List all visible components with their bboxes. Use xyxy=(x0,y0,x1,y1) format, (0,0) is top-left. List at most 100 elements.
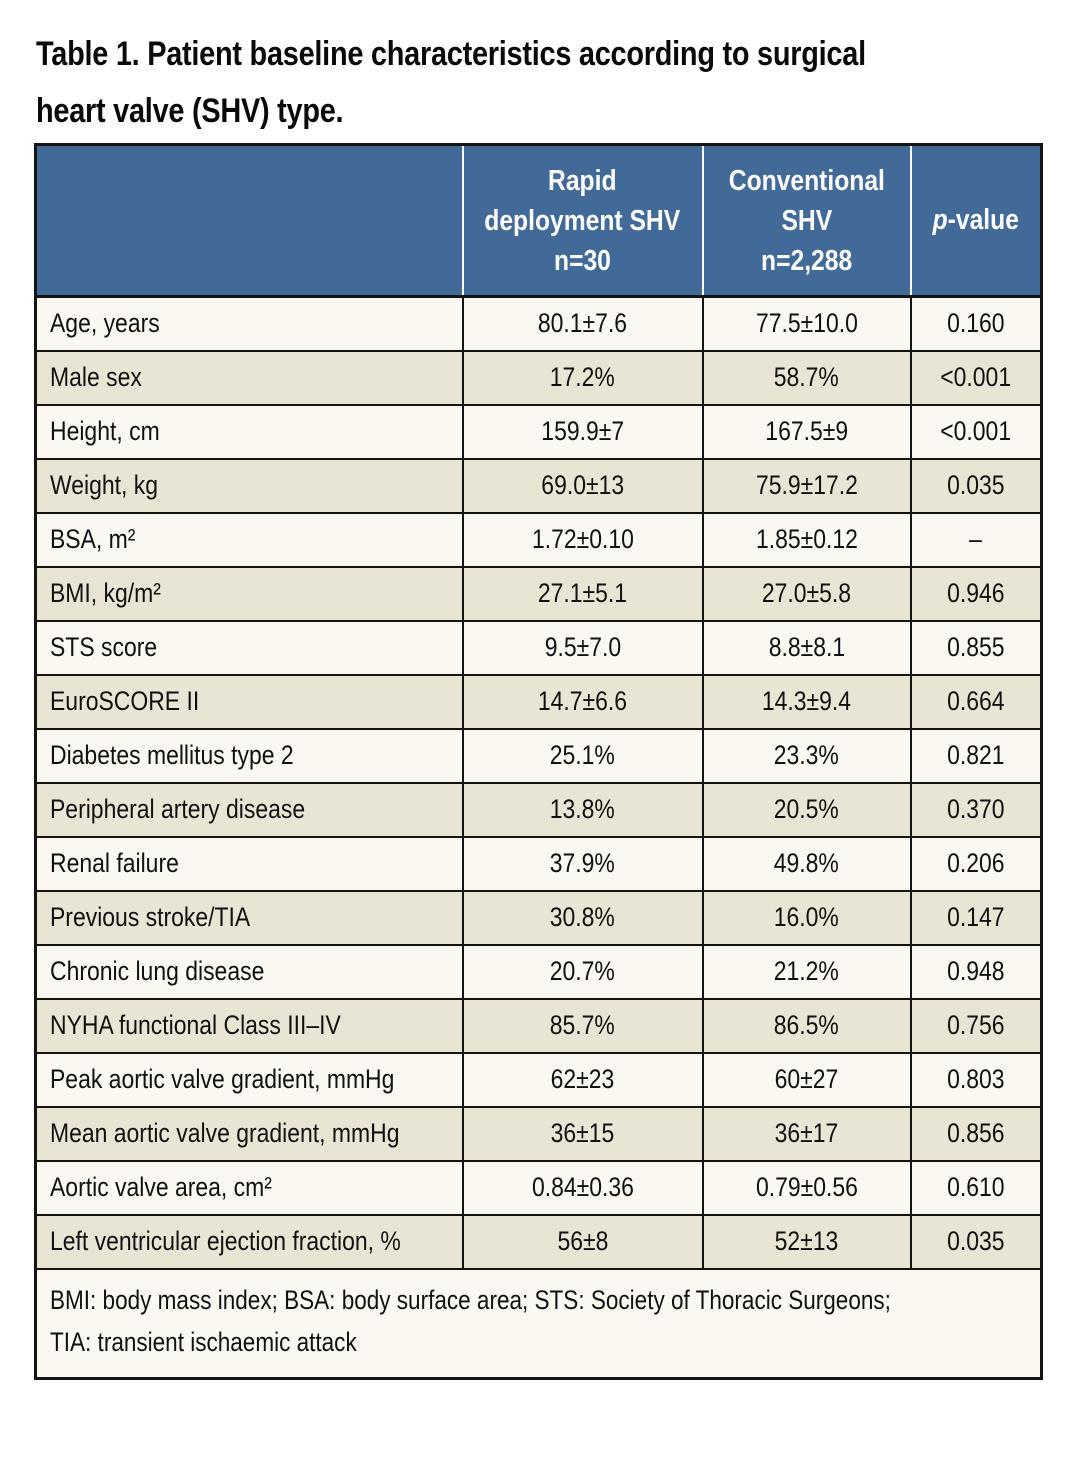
cell-rapid: 25.1% xyxy=(461,727,703,783)
row-label: Aortic valve area, cm² xyxy=(35,1159,463,1215)
cell-text: 1.85±0.12 xyxy=(755,524,858,554)
cell-text: 36±17 xyxy=(774,1118,839,1148)
cell-text: BSA, m² xyxy=(50,524,136,554)
header-text: n=30 xyxy=(554,244,611,277)
cell-conventional: 23.3% xyxy=(701,727,911,783)
page-title-line1: Table 1. Patient baseline characteristic… xyxy=(36,35,866,73)
row-label: STS score xyxy=(35,619,463,675)
cell-text: 159.9±7 xyxy=(541,416,624,446)
cell-pvalue: 0.803 xyxy=(909,1051,1042,1107)
column-header-pvalue: p-value xyxy=(909,144,1042,298)
cell-text: 30.8% xyxy=(549,902,616,932)
table-row: BSA, m² 1.72±0.10 1.85±0.12 – xyxy=(35,511,1042,567)
cell-conventional: 27.0±5.8 xyxy=(701,565,911,621)
table-row: Mean aortic valve gradient, mmHg 36±15 36±… xyxy=(35,1105,1042,1161)
cell-rapid: 37.9% xyxy=(461,835,703,891)
cell-text: Age, years xyxy=(50,308,160,339)
row-label: NYHA functional Class III–IV xyxy=(35,997,463,1053)
cell-pvalue: 0.035 xyxy=(909,1213,1042,1269)
table-container: Rapid deployment SHV n=30 Conventional S… xyxy=(34,143,1072,1380)
table-header: Rapid deployment SHV n=30 Conventional S… xyxy=(35,144,1042,298)
cell-rapid: 17.2% xyxy=(461,349,703,405)
cell-conventional: 60±27 xyxy=(701,1051,911,1107)
page-title: Table 1. Patient baseline characteristic… xyxy=(36,26,1072,140)
cell-rapid: 80.1±7.6 xyxy=(461,295,703,351)
cell-text: 0.855 xyxy=(947,632,1005,662)
row-label: BSA, m² xyxy=(35,511,463,567)
table-row: BMI, kg/m² 27.1±5.1 27.0±5.8 0.946 xyxy=(35,565,1042,621)
header-text-italic-p: p xyxy=(932,204,948,236)
cell-text: Left ventricular ejection fraction, % xyxy=(50,1226,401,1256)
cell-text: 56±8 xyxy=(557,1226,608,1256)
cell-text: 0.756 xyxy=(947,1010,1005,1040)
cell-text: Renal failure xyxy=(50,848,179,878)
cell-pvalue: 0.370 xyxy=(909,781,1042,837)
cell-text: 8.8±8.1 xyxy=(768,632,845,662)
table-row: EuroSCORE II 14.7±6.6 14.3±9.4 0.664 xyxy=(35,673,1042,729)
cell-text: 25.1% xyxy=(549,740,616,770)
cell-pvalue: <0.001 xyxy=(909,349,1042,405)
header-text: -value xyxy=(947,204,1019,236)
cell-text: 75.9±17.2 xyxy=(755,470,858,500)
row-label: Left ventricular ejection fraction, % xyxy=(35,1213,463,1269)
cell-pvalue: 0.147 xyxy=(909,889,1042,945)
table-row: Left ventricular ejection fraction, % 56±… xyxy=(35,1213,1042,1269)
cell-text: EuroSCORE II xyxy=(50,686,200,716)
cell-text: Height, cm xyxy=(50,416,160,446)
cell-pvalue: 0.856 xyxy=(909,1105,1042,1161)
column-header-rapid-deployment-shv: Rapid deployment SHV n=30 xyxy=(461,144,703,298)
row-label: Renal failure xyxy=(35,835,463,891)
cell-text: Peak aortic valve gradient, mmHg xyxy=(50,1064,395,1094)
header-text: Conventional xyxy=(728,164,885,197)
cell-text: Male sex xyxy=(50,362,142,392)
cell-text: 0.664 xyxy=(947,686,1005,716)
cell-text: 0.147 xyxy=(947,902,1005,932)
cell-text: 14.3±9.4 xyxy=(761,686,852,716)
cell-pvalue: 0.160 xyxy=(909,295,1042,351)
cell-text: – xyxy=(969,524,983,554)
cell-conventional: 167.5±9 xyxy=(701,403,911,459)
row-label: Diabetes mellitus type 2 xyxy=(35,727,463,783)
cell-text: 13.8% xyxy=(549,794,616,824)
cell-rapid: 1.72±0.10 xyxy=(461,511,703,567)
cell-text: 14.7±6.6 xyxy=(537,686,628,716)
cell-text: 27.1±5.1 xyxy=(537,578,628,608)
cell-text: 23.3% xyxy=(773,740,840,770)
table-row: STS score 9.5±7.0 8.8±8.1 0.855 xyxy=(35,619,1042,675)
cell-rapid: 30.8% xyxy=(461,889,703,945)
table-row: Renal failure 37.9% 49.8% 0.206 xyxy=(35,835,1042,891)
row-label: Mean aortic valve gradient, mmHg xyxy=(35,1105,463,1161)
footnote-line1: BMI: body mass index; BSA: body surface … xyxy=(50,1284,891,1315)
cell-text: 86.5% xyxy=(773,1010,840,1040)
row-label: Male sex xyxy=(35,349,463,405)
row-label: Height, cm xyxy=(35,403,463,459)
cell-text: 0.84±0.36 xyxy=(531,1172,634,1202)
cell-rapid: 27.1±5.1 xyxy=(461,565,703,621)
cell-text: 0.206 xyxy=(947,848,1005,878)
cell-text: 27.0±5.8 xyxy=(761,578,852,608)
cell-rapid: 14.7±6.6 xyxy=(461,673,703,729)
table-row: NYHA functional Class III–IV 85.7% 86.5% 0.… xyxy=(35,997,1042,1053)
cell-rapid: 9.5±7.0 xyxy=(461,619,703,675)
cell-rapid: 69.0±13 xyxy=(461,457,703,513)
cell-conventional: 14.3±9.4 xyxy=(701,673,911,729)
row-label: Previous stroke/TIA xyxy=(35,889,463,945)
cell-text: Peripheral artery disease xyxy=(50,794,306,824)
cell-conventional: 77.5±10.0 xyxy=(701,295,911,351)
cell-text: 49.8% xyxy=(773,848,840,878)
cell-text: Aortic valve area, cm² xyxy=(50,1172,272,1202)
cell-text: 80.1±7.6 xyxy=(537,308,628,339)
header-text: n=2,288 xyxy=(760,244,853,277)
cell-text: 52±13 xyxy=(774,1226,839,1256)
cell-text: 62±23 xyxy=(550,1064,615,1094)
cell-pvalue: 0.948 xyxy=(909,943,1042,999)
cell-conventional: 58.7% xyxy=(701,349,911,405)
cell-conventional: 1.85±0.12 xyxy=(701,511,911,567)
table-row: Peak aortic valve gradient, mmHg 62±23 60±… xyxy=(35,1051,1042,1107)
cell-pvalue: 0.821 xyxy=(909,727,1042,783)
cell-text: 0.821 xyxy=(947,740,1005,770)
header-text: Rapid xyxy=(548,164,617,197)
cell-text: Diabetes mellitus type 2 xyxy=(50,740,294,770)
cell-text: NYHA functional Class III–IV xyxy=(50,1010,341,1040)
table-row: Weight, kg 69.0±13 75.9±17.2 0.035 xyxy=(35,457,1042,513)
